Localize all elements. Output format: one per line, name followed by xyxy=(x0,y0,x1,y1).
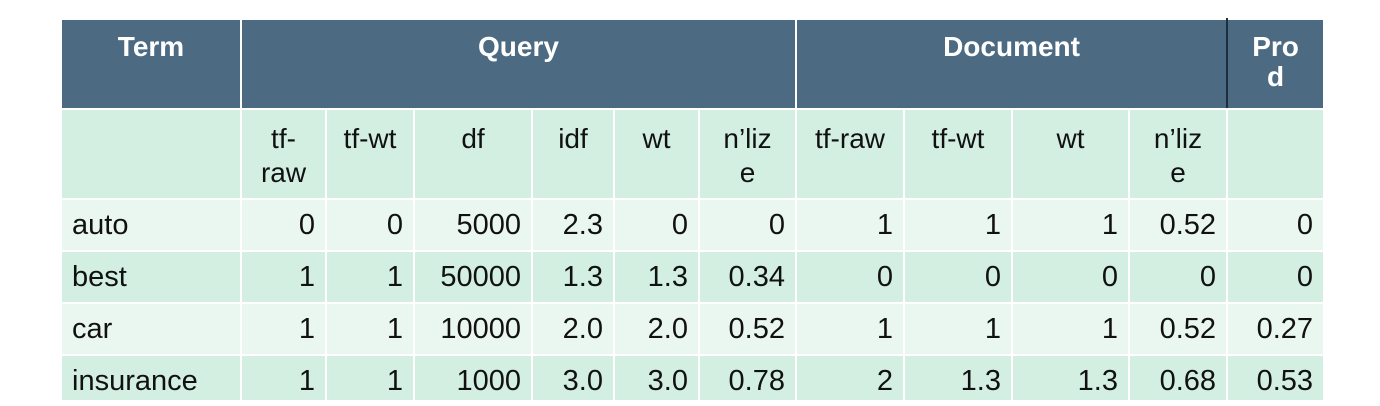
value-cell: 0 xyxy=(1226,250,1326,304)
value-cell: 1 xyxy=(903,302,1013,356)
value-cell: 0 xyxy=(795,250,905,304)
value-cell: 0.52 xyxy=(1127,198,1229,252)
term-cell: car xyxy=(60,302,242,356)
value-cell: 0 xyxy=(325,198,415,252)
subheader-cell xyxy=(1226,108,1326,200)
subheader-cell: n’liz e xyxy=(698,108,797,200)
value-cell: 1 xyxy=(795,302,905,356)
group-header-row: Term Query Document Pro d xyxy=(60,18,1326,110)
subheader-cell: n’liz e xyxy=(1127,108,1229,200)
value-cell: 0.68 xyxy=(1127,354,1229,406)
value-cell: 1000 xyxy=(413,354,533,406)
subheader-cell: df xyxy=(413,108,533,200)
value-cell: 0 xyxy=(1011,250,1130,304)
value-cell: 2.0 xyxy=(531,302,615,356)
value-cell: 1 xyxy=(240,302,327,356)
term-cell: auto xyxy=(60,198,242,252)
subheader-cell: idf xyxy=(531,108,615,200)
value-cell: 0.78 xyxy=(698,354,797,406)
value-cell: 10000 xyxy=(413,302,533,356)
term-cell: insurance xyxy=(60,354,242,406)
value-cell: 1 xyxy=(325,354,415,406)
value-cell: 2 xyxy=(795,354,905,406)
value-cell: 5000 xyxy=(413,198,533,252)
value-cell: 0 xyxy=(613,198,700,252)
value-cell: 1 xyxy=(240,354,327,406)
value-cell: 1 xyxy=(1011,198,1130,252)
value-cell: 50000 xyxy=(413,250,533,304)
header-query: Query xyxy=(240,18,797,110)
value-cell: 1 xyxy=(240,250,327,304)
header-term: Term xyxy=(60,18,242,110)
subheader-row: tf-raw tf-wt df idf wt n’liz e tf-raw tf-… xyxy=(60,108,1326,200)
table-row: car 1 1 10000 2.0 2.0 0.52 1 1 1 0.52 0.… xyxy=(60,302,1326,356)
value-cell: 1 xyxy=(325,302,415,356)
value-cell: 0.52 xyxy=(698,302,797,356)
value-cell: 0.53 xyxy=(1226,354,1326,406)
table-row: best 1 1 50000 1.3 1.3 0.34 0 0 0 0 0 xyxy=(60,250,1326,304)
value-cell: 1 xyxy=(795,198,905,252)
value-cell: 1 xyxy=(325,250,415,304)
term-cell: best xyxy=(60,250,242,304)
value-cell: 0 xyxy=(240,198,327,252)
value-cell: 0.34 xyxy=(698,250,797,304)
header-document: Document xyxy=(794,18,1229,110)
value-cell: 3.0 xyxy=(613,354,700,406)
value-cell: 2.0 xyxy=(613,302,700,356)
value-cell: 0.27 xyxy=(1226,302,1326,356)
value-cell: 0 xyxy=(698,198,797,252)
value-cell: 1 xyxy=(903,198,1013,252)
value-cell: 1.3 xyxy=(903,354,1013,406)
table-row: auto 0 0 5000 2.3 0 0 1 1 1 0.52 0 xyxy=(60,198,1326,252)
subheader-cell xyxy=(60,108,242,200)
value-cell: 2.3 xyxy=(531,198,615,252)
value-cell: 3.0 xyxy=(531,354,615,406)
tf-idf-table: Term Query Document Pro d tf-raw tf-wt df… xyxy=(60,18,1326,406)
subheader-cell: tf-wt xyxy=(325,108,415,200)
table-row: insurance 1 1 1000 3.0 3.0 0.78 2 1.3 1.… xyxy=(60,354,1326,406)
subheader-cell: tf-raw xyxy=(240,108,327,200)
value-cell: 0.52 xyxy=(1127,302,1229,356)
subheader-cell: tf-wt xyxy=(903,108,1013,200)
value-cell: 1.3 xyxy=(531,250,615,304)
value-cell: 1.3 xyxy=(1011,354,1130,406)
value-cell: 1 xyxy=(1011,302,1130,356)
subheader-cell: wt xyxy=(1011,108,1130,200)
value-cell: 0 xyxy=(1226,198,1326,252)
value-cell: 0 xyxy=(903,250,1013,304)
value-cell: 1.3 xyxy=(613,250,700,304)
subheader-cell: wt xyxy=(613,108,700,200)
header-prod: Pro d xyxy=(1226,18,1326,110)
value-cell: 0 xyxy=(1127,250,1229,304)
bottom-edge xyxy=(60,400,1323,406)
subheader-cell: tf-raw xyxy=(795,108,905,200)
